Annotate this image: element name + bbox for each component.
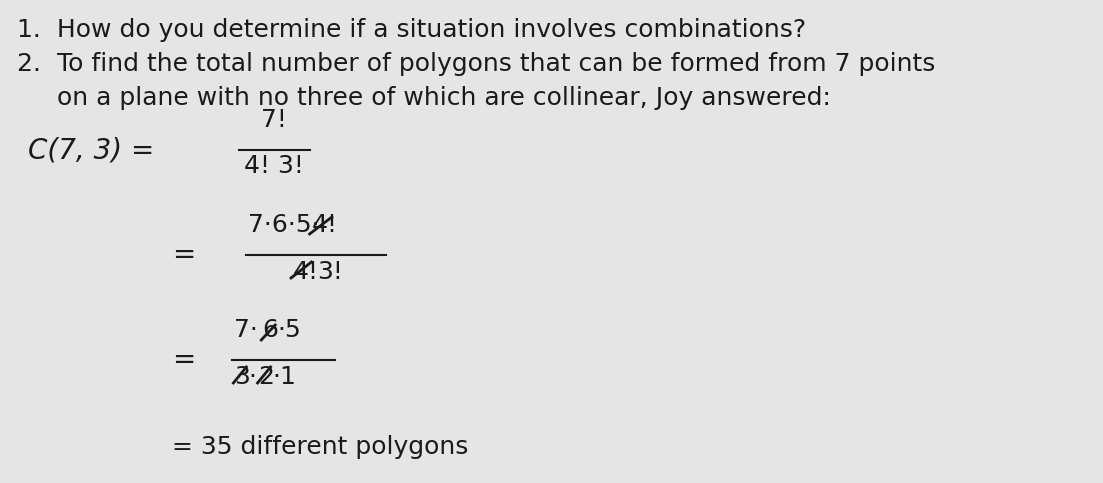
Text: 7·: 7· [234, 318, 258, 342]
Text: 7!: 7! [261, 108, 287, 132]
Text: ·1: ·1 [272, 365, 297, 389]
Text: 3: 3 [234, 365, 250, 389]
Text: ·5: ·5 [277, 318, 301, 342]
Text: 2.  To find the total number of polygons that can be formed from 7 points: 2. To find the total number of polygons … [17, 52, 935, 76]
Text: 1.  How do you determine if a situation involves combinations?: 1. How do you determine if a situation i… [17, 18, 806, 42]
Text: 2: 2 [258, 365, 275, 389]
Text: 4!: 4! [311, 213, 338, 237]
Text: 4!: 4! [293, 260, 319, 284]
Text: on a plane with no three of which are collinear, Joy answered:: on a plane with no three of which are co… [17, 86, 831, 110]
Text: 3!: 3! [317, 260, 343, 284]
Text: ·: · [248, 365, 256, 389]
Text: 7·6·5·: 7·6·5· [248, 213, 320, 237]
Text: =: = [172, 241, 195, 269]
Text: = 35 different polygons: = 35 different polygons [172, 435, 469, 459]
Text: 4! 3!: 4! 3! [245, 154, 304, 178]
Text: 6: 6 [263, 318, 278, 342]
Text: C(7, 3) =: C(7, 3) = [28, 136, 154, 164]
Text: =: = [172, 346, 195, 374]
